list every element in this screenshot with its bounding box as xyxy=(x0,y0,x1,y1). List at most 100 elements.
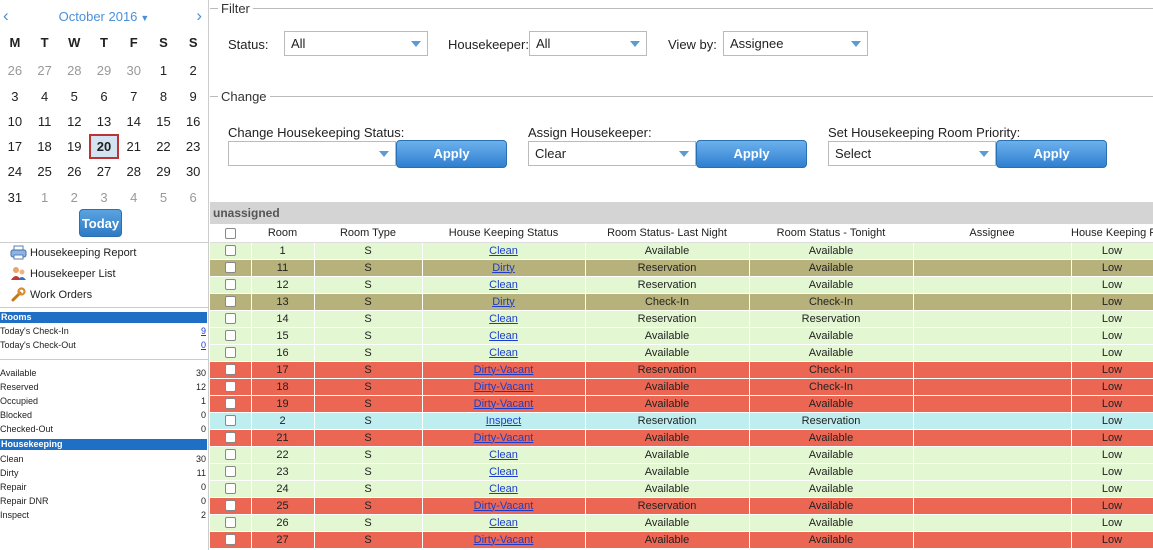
calendar-day[interactable]: 12 xyxy=(67,113,82,129)
apply-priority-button[interactable]: Apply xyxy=(996,140,1107,168)
column-header[interactable]: Room Status - Tonight xyxy=(749,225,913,243)
row-checkbox[interactable] xyxy=(224,398,236,410)
row-checkbox[interactable] xyxy=(224,449,236,461)
apply-hk-status-button[interactable]: Apply xyxy=(396,140,507,168)
calendar-day[interactable]: 22 xyxy=(156,139,171,155)
row-checkbox[interactable] xyxy=(224,534,236,546)
row-checkbox[interactable] xyxy=(224,245,236,257)
housekeeping-status-link[interactable]: Dirty-Vacant xyxy=(473,397,534,410)
calendar-day-selected[interactable]: 20 xyxy=(89,134,119,160)
table-row[interactable]: 14 S Clean Reservation Reservation Low xyxy=(210,310,1153,328)
calendar-day[interactable]: 13 xyxy=(96,113,112,129)
table-row[interactable]: 12 S Clean Reservation Available Low xyxy=(210,276,1153,294)
table-row[interactable]: 25 S Dirty-Vacant Reservation Available Low xyxy=(210,497,1153,515)
row-checkbox[interactable] xyxy=(224,330,236,342)
column-header[interactable]: Room Type xyxy=(314,225,422,243)
calendar-day[interactable]: 30 xyxy=(126,63,141,79)
work-orders-link[interactable]: Work Orders xyxy=(10,287,92,302)
housekeeper-list-link[interactable]: Housekeeper List xyxy=(10,266,116,281)
checkin-count-link[interactable]: 9 xyxy=(200,326,206,336)
column-header[interactable]: Room xyxy=(251,225,314,243)
calendar-day[interactable]: 5 xyxy=(70,88,78,104)
housekeeping-status-link[interactable]: Dirty xyxy=(492,261,515,274)
calendar-day[interactable]: 26 xyxy=(67,164,82,180)
table-row[interactable]: 22 S Clean Available Available Low xyxy=(210,446,1153,464)
housekeeping-status-link[interactable]: Clean xyxy=(489,244,518,257)
calendar-day[interactable]: 4 xyxy=(40,88,49,104)
calendar-day[interactable]: 6 xyxy=(100,88,108,104)
calendar-day[interactable]: 16 xyxy=(185,113,201,129)
table-row[interactable]: 19 S Dirty-Vacant Available Available Low xyxy=(210,395,1153,413)
calendar-day[interactable]: 8 xyxy=(159,88,168,104)
table-row[interactable]: 18 S Dirty-Vacant Available Check-In Low xyxy=(210,378,1153,396)
housekeeping-report-link[interactable]: Housekeeping Report xyxy=(10,245,136,260)
housekeeping-status-link[interactable]: Clean xyxy=(489,346,518,359)
calendar-day[interactable]: 24 xyxy=(7,164,23,180)
housekeeping-status-link[interactable]: Dirty-Vacant xyxy=(473,380,534,393)
housekeeper-filter-select[interactable]: All xyxy=(529,31,647,56)
calendar-day[interactable]: 1 xyxy=(159,63,168,79)
housekeeping-status-link[interactable]: Clean xyxy=(489,329,518,342)
status-filter-select[interactable]: All xyxy=(284,31,428,56)
calendar-day[interactable]: 7 xyxy=(130,88,138,104)
hk-status-select[interactable] xyxy=(228,141,396,166)
calendar-day[interactable]: 23 xyxy=(185,139,201,155)
calendar-day[interactable]: 14 xyxy=(126,113,141,129)
column-header[interactable]: Room Status- Last Night xyxy=(585,225,749,243)
calendar-day[interactable]: 9 xyxy=(189,88,197,104)
column-header[interactable]: House Keeping Status xyxy=(422,225,585,243)
row-checkbox[interactable] xyxy=(224,262,236,274)
table-row[interactable]: 15 S Clean Available Available Low xyxy=(210,327,1153,345)
next-month-icon[interactable]: › xyxy=(196,6,202,25)
calendar-day[interactable]: 15 xyxy=(156,113,171,129)
row-checkbox[interactable] xyxy=(224,483,236,495)
today-button[interactable]: Today xyxy=(79,209,122,237)
select-all-checkbox[interactable] xyxy=(225,227,236,239)
calendar-day[interactable]: 29 xyxy=(96,63,112,79)
column-header[interactable]: Assignee xyxy=(913,225,1071,243)
row-checkbox[interactable] xyxy=(224,347,236,359)
calendar-day[interactable]: 31 xyxy=(7,189,23,205)
housekeeping-status-link[interactable]: Clean xyxy=(489,482,518,495)
month-selector[interactable]: October 2016 ▼ xyxy=(0,9,208,24)
housekeeping-status-link[interactable]: Clean xyxy=(489,312,518,325)
calendar-day[interactable]: 10 xyxy=(7,113,23,129)
checkout-count-link[interactable]: 0 xyxy=(200,340,206,350)
row-checkbox[interactable] xyxy=(224,517,236,529)
row-checkbox[interactable] xyxy=(224,432,236,444)
calendar-day[interactable]: 30 xyxy=(185,164,201,180)
table-row[interactable]: 23 S Clean Available Available Low xyxy=(210,463,1153,481)
table-row[interactable]: 24 S Clean Available Available Low xyxy=(210,480,1153,498)
housekeeping-status-link[interactable]: Dirty xyxy=(492,295,515,308)
row-checkbox[interactable] xyxy=(224,415,236,427)
row-checkbox[interactable] xyxy=(224,296,236,308)
table-row[interactable]: 16 S Clean Available Available Low xyxy=(210,344,1153,362)
row-checkbox[interactable] xyxy=(224,500,236,512)
table-row[interactable]: 21 S Dirty-Vacant Available Available Low xyxy=(210,429,1153,447)
row-checkbox[interactable] xyxy=(224,279,236,291)
calendar-day[interactable]: 1 xyxy=(40,189,49,205)
calendar-day[interactable]: 5 xyxy=(159,189,168,205)
calendar-day[interactable]: 21 xyxy=(126,139,141,155)
table-row[interactable]: 13 S Dirty Check-In Check-In Low xyxy=(210,293,1153,311)
calendar-day[interactable]: 6 xyxy=(189,189,197,205)
calendar-day[interactable]: 27 xyxy=(37,63,52,79)
calendar-day[interactable]: 29 xyxy=(156,164,171,180)
housekeeping-status-link[interactable]: Clean xyxy=(489,516,518,529)
calendar-day[interactable]: 25 xyxy=(37,164,52,180)
calendar-day[interactable]: 18 xyxy=(37,139,52,155)
calendar-day[interactable]: 11 xyxy=(37,113,52,129)
table-row[interactable]: 2 S Inspect Reservation Reservation Low xyxy=(210,412,1153,430)
housekeeping-status-link[interactable]: Clean xyxy=(489,448,518,461)
calendar-day[interactable]: 19 xyxy=(67,139,82,155)
row-checkbox[interactable] xyxy=(224,381,236,393)
column-header[interactable]: House Keeping P xyxy=(1071,225,1153,243)
calendar-day[interactable]: 3 xyxy=(11,88,19,104)
housekeeping-status-link[interactable]: Clean xyxy=(489,465,518,478)
apply-assign-button[interactable]: Apply xyxy=(696,140,807,168)
viewby-select[interactable]: Assignee xyxy=(723,31,868,56)
housekeeping-status-link[interactable]: Dirty-Vacant xyxy=(473,499,534,512)
calendar-day[interactable]: 26 xyxy=(7,63,23,79)
housekeeping-status-link[interactable]: Clean xyxy=(489,278,518,291)
calendar-day[interactable]: 27 xyxy=(96,164,112,180)
